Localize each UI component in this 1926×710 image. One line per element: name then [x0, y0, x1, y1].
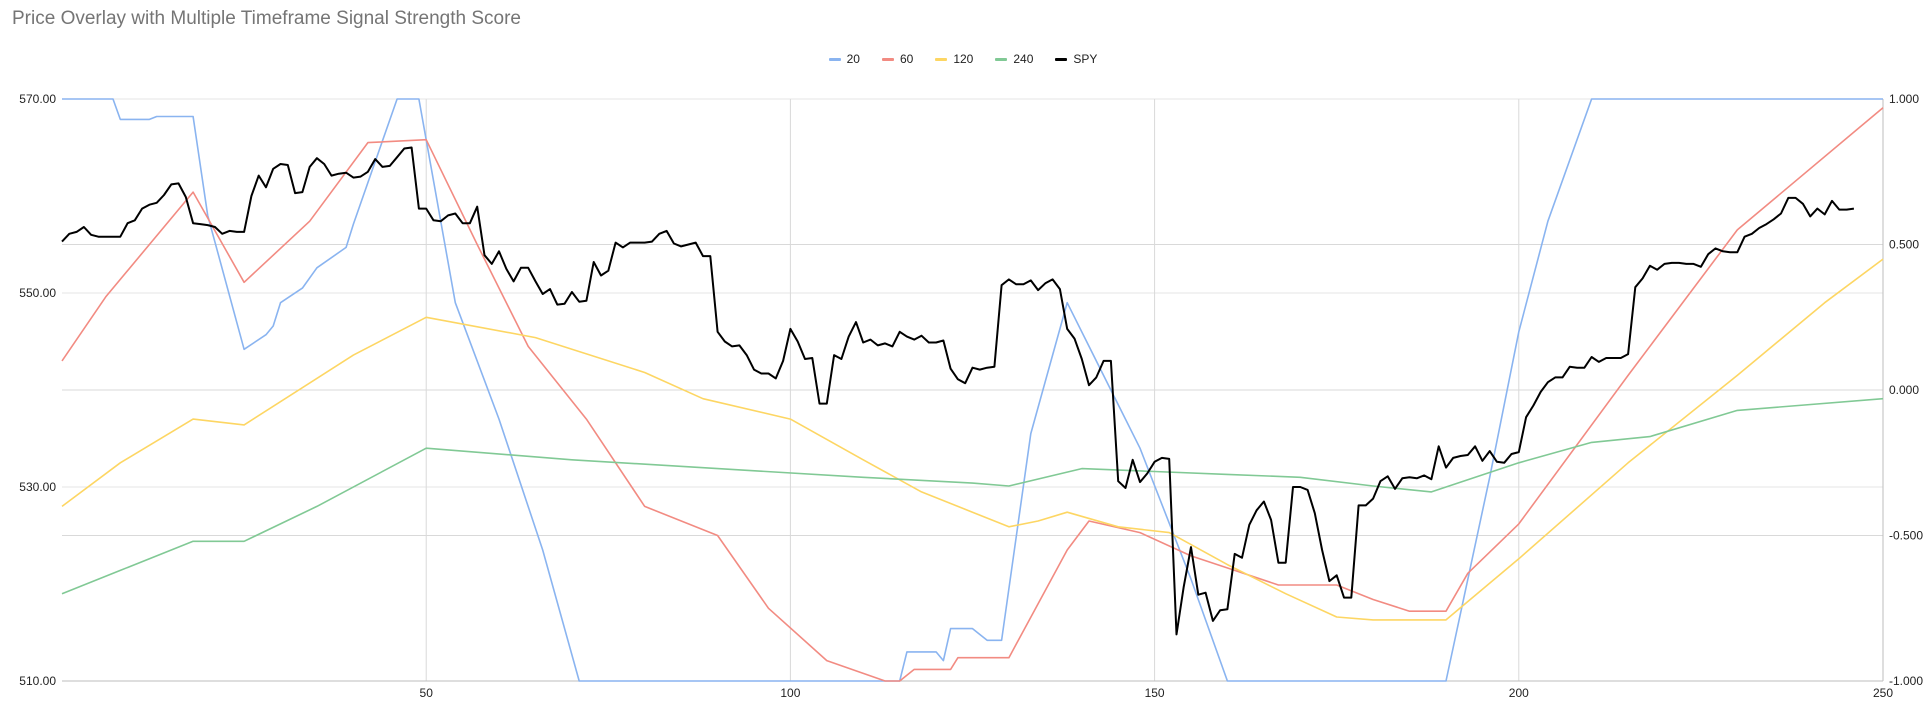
y-left-tick-label: 550.00: [19, 286, 56, 300]
legend-swatch-120: [935, 57, 948, 61]
y-right-tick-label: 0.500: [1889, 238, 1919, 252]
legend-label-240: 240: [1013, 52, 1034, 66]
legend-item-60[interactable]: 60: [881, 52, 914, 66]
y-left-tick-label: 530.00: [19, 480, 56, 494]
legend-label-120: 120: [953, 52, 974, 66]
x-tick-label: 100: [780, 686, 800, 700]
series-line-spy: [61, 146, 1855, 636]
series-line-240: [61, 397, 1884, 595]
legend-item-20[interactable]: 20: [828, 52, 860, 66]
legend-item-spy[interactable]: SPY: [1055, 52, 1097, 66]
tick-labels: -1.000 -0.500 0.000 0.500 1.000 510.00 530.00 5…: [19, 92, 1923, 700]
legend: 20 60 120 240 SPY: [0, 52, 1926, 66]
series-lines: [61, 98, 1884, 682]
x-tick-label: 150: [1145, 686, 1165, 700]
y-left-tick-label: 570.00: [19, 92, 56, 106]
y-right-tick-label: -1.000: [1889, 674, 1923, 688]
x-tick-label: 50: [420, 686, 434, 700]
legend-swatch-spy: [1055, 57, 1068, 61]
series-line-60: [61, 107, 1884, 682]
x-tick-label: 200: [1509, 686, 1529, 700]
y-right-tick-label: 0.000: [1889, 383, 1919, 397]
grid-lines: [62, 98, 1884, 682]
legend-label-spy: SPY: [1073, 52, 1098, 66]
y-right-tick-label: -0.500: [1889, 529, 1923, 543]
legend-label-60: 60: [899, 52, 914, 66]
legend-item-240[interactable]: 240: [995, 52, 1033, 66]
legend-swatch-20: [828, 57, 841, 61]
legend-label-20: 20: [846, 52, 860, 66]
x-tick-label: 250: [1873, 686, 1893, 700]
series-line-120: [61, 258, 1884, 621]
y-left-tick-label: 510.00: [19, 674, 56, 688]
legend-item-120[interactable]: 120: [935, 52, 973, 66]
legend-swatch-240: [995, 57, 1008, 61]
y-right-tick-label: 1.000: [1889, 92, 1919, 106]
chart-title: Price Overlay with Multiple Timeframe Si…: [12, 8, 521, 29]
legend-swatch-60: [881, 57, 894, 61]
